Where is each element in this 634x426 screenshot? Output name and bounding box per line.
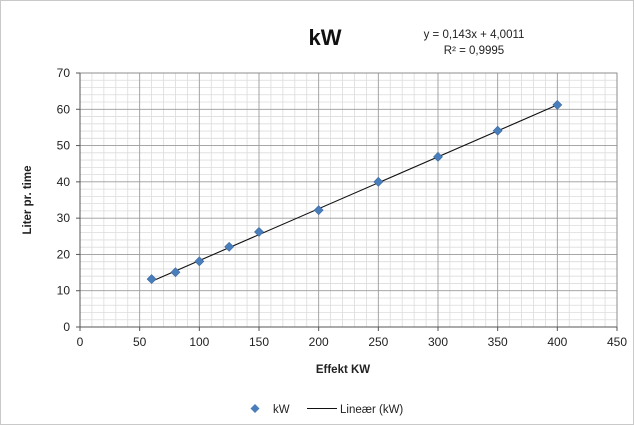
x-tick-label: 250 bbox=[368, 335, 388, 349]
x-tick-label: 400 bbox=[547, 335, 567, 349]
x-tick-labels: 0 50 100 150 200 250 300 350 400 450 bbox=[77, 335, 628, 349]
data-point bbox=[170, 267, 181, 278]
x-tick-label: 0 bbox=[77, 335, 84, 349]
minor-gridlines bbox=[80, 73, 617, 327]
axes bbox=[76, 72, 618, 331]
y-tick-labels: 0 10 20 30 40 50 60 70 bbox=[57, 66, 71, 334]
trendline bbox=[151, 104, 558, 282]
y-tick-label: 0 bbox=[63, 320, 70, 334]
y-tick-label: 30 bbox=[57, 211, 71, 225]
x-tick-label: 200 bbox=[309, 335, 329, 349]
plot-area-border bbox=[79, 72, 618, 328]
data-points bbox=[146, 100, 563, 285]
legend-label-trend: Lineær (kW) bbox=[340, 404, 403, 416]
data-point bbox=[254, 227, 264, 237]
x-tick-label: 300 bbox=[428, 335, 448, 349]
major-gridlines bbox=[79, 72, 618, 328]
trendline-r-squared: R² = 0,9995 bbox=[444, 45, 504, 57]
data-point bbox=[194, 256, 205, 267]
data-point bbox=[433, 151, 443, 162]
data-point bbox=[552, 100, 563, 110]
y-tick-label: 70 bbox=[57, 66, 71, 80]
chart-title: kW bbox=[309, 25, 342, 50]
x-tick-label: 150 bbox=[249, 335, 269, 349]
data-point bbox=[224, 241, 235, 252]
data-point bbox=[146, 274, 157, 285]
legend-marker-kw bbox=[250, 404, 260, 413]
data-point bbox=[492, 125, 503, 136]
x-axis-title: Effekt KW bbox=[316, 364, 370, 376]
x-tick-label: 100 bbox=[189, 335, 209, 349]
trendline-equation: y = 0,143x + 4,0011 bbox=[424, 29, 525, 41]
y-tick-label: 40 bbox=[57, 175, 71, 189]
y-tick-label: 50 bbox=[57, 139, 71, 153]
trendline-group bbox=[151, 104, 558, 282]
y-tick-label: 20 bbox=[57, 247, 71, 261]
data-point bbox=[313, 205, 324, 216]
y-tick-label: 60 bbox=[57, 102, 71, 116]
y-tick-label: 10 bbox=[57, 284, 71, 298]
data-point bbox=[373, 176, 384, 187]
legend-label-kw: kW bbox=[273, 404, 290, 416]
x-tick-label: 50 bbox=[133, 335, 147, 349]
x-tick-label: 450 bbox=[607, 335, 627, 349]
y-axis-title: Liter pr. time bbox=[22, 165, 34, 234]
legend: kW Lineær (kW) bbox=[250, 404, 403, 416]
x-tick-label: 350 bbox=[488, 335, 508, 349]
